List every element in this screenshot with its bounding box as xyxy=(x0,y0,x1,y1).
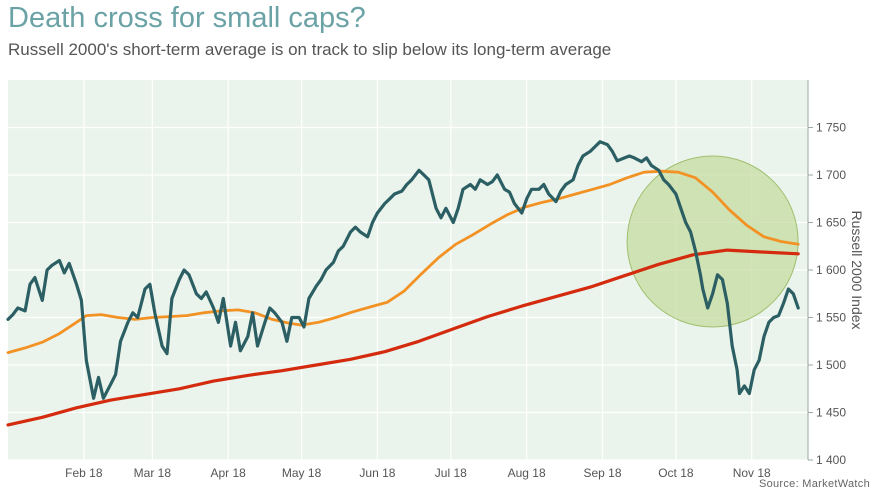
series-line-russell-2000 xyxy=(6,140,800,400)
y-tick-label: 1 600 xyxy=(816,263,846,277)
x-tick-label: Jun 18 xyxy=(359,466,395,480)
x-tick-label: Apr 18 xyxy=(211,466,247,480)
chart-subtitle: Russell 2000's short-term average is on … xyxy=(8,40,612,59)
source-note: Source: MarketWatch xyxy=(758,478,870,490)
x-tick-label: Aug 18 xyxy=(508,466,546,480)
highlight-circle xyxy=(626,155,799,328)
y-tick-label: 1 650 xyxy=(816,216,846,230)
x-tick-label: Nov 18 xyxy=(733,466,771,480)
y-tick-label: 1 700 xyxy=(816,168,846,182)
y-tick-label: 1 750 xyxy=(816,121,846,135)
y-tick-label: 1 500 xyxy=(816,358,846,372)
chart-title: Death cross for small caps? xyxy=(8,2,366,34)
highlight-layer xyxy=(626,155,799,328)
series-line-short-term-average xyxy=(6,169,800,354)
x-tick-label: Mar 18 xyxy=(134,466,172,480)
x-tick-label: Oct 18 xyxy=(658,466,694,480)
x-tick-label: Jul 18 xyxy=(435,466,467,480)
series-layer xyxy=(6,140,800,427)
y-tick-label: 1 550 xyxy=(816,311,846,325)
y-axis-label: Russell 2000 Index xyxy=(849,210,865,329)
axis-layer: 1 400 1 450 1 500 1 550 1 600 1 650 1 700 1 750… xyxy=(65,80,846,480)
x-tick-label: Feb 18 xyxy=(65,466,103,480)
series-line-long-term-average xyxy=(6,248,800,427)
y-tick-label: 1 400 xyxy=(816,453,846,467)
x-tick-label: May 18 xyxy=(282,466,322,480)
y-tick-label: 1 450 xyxy=(816,406,846,420)
x-tick-label: Sep 18 xyxy=(583,466,621,480)
